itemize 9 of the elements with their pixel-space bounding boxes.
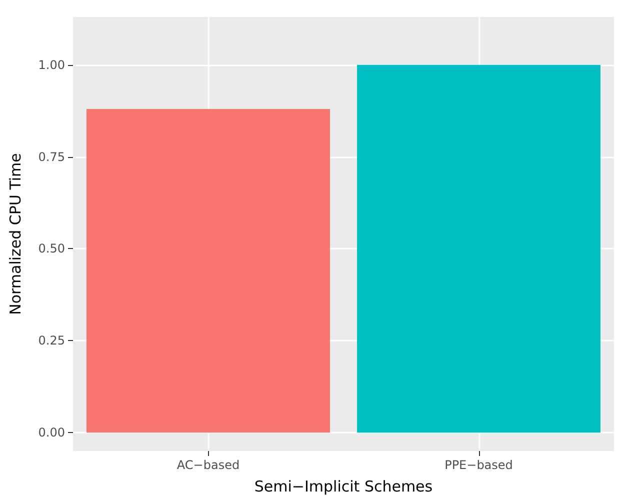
x-tick-label: AC−based [176,458,240,472]
y-tick-label: 0.25 [38,334,65,348]
y-tick-label: 0.50 [38,242,65,256]
y-axis-title: Normalized CPU Time [6,153,24,315]
x-axis-title: Semi−Implicit Schemes [254,478,433,496]
y-tick-label: 1.00 [38,58,65,72]
x-tick-label: PPE−based [444,458,513,472]
y-tick-label: 0.00 [38,426,65,440]
y-tick-label: 0.75 [38,150,65,164]
